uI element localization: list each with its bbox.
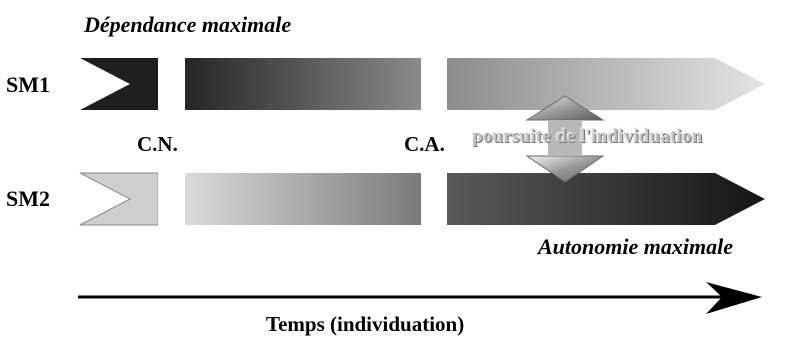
sm1-ca-separator [421,58,447,110]
transition-arrow-icon [525,95,605,183]
sm2-middle-segment [185,173,421,225]
row-label-sm2: SM2 [6,186,50,211]
transition-label: poursuite de l'individuation [472,126,703,147]
sm2-cn-separator [158,173,185,225]
time-axis-arrowhead [706,282,762,314]
sm1-start-segment [80,58,158,110]
top-label: Dépendance maximale [84,12,292,37]
sm2-arrow-head-segment [447,173,765,225]
marker-ca-label: C.A. [404,132,445,156]
sm2-start-segment [79,172,159,226]
row-label-sm1: SM1 [6,72,50,97]
sm1-band [80,58,765,110]
transition-arrow-shaft [548,120,582,156]
time-axis-label: Temps (individuation) [266,312,465,336]
bottom-label: Autonomie maximale [538,234,733,259]
sm1-arrow-head-segment [447,58,765,110]
time-axis-arrow [78,282,762,314]
sm2-ca-separator [421,173,447,225]
marker-cn-label: C.N. [137,132,178,156]
sm1-middle-segment [185,58,421,110]
sm1-cn-separator [158,58,185,110]
sm2-band [79,172,765,226]
